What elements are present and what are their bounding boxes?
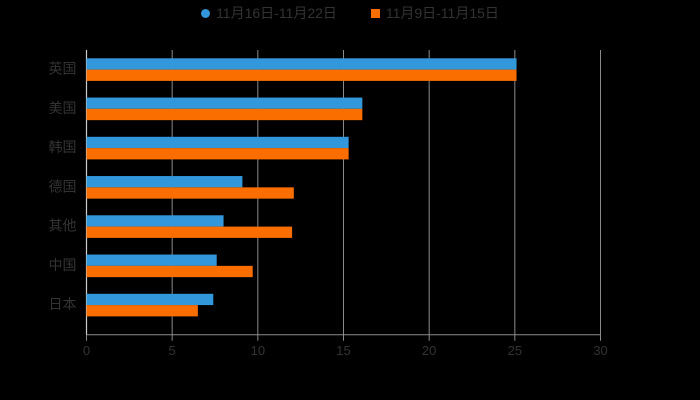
svg-text:15: 15: [336, 343, 350, 358]
svg-text:中国: 中国: [49, 257, 77, 273]
svg-text:德国: 德国: [49, 178, 77, 194]
svg-text:0: 0: [83, 343, 90, 358]
svg-text:10: 10: [251, 343, 265, 358]
svg-text:20: 20: [422, 343, 436, 358]
svg-text:美国: 美国: [49, 100, 77, 116]
svg-text:韩国: 韩国: [49, 139, 77, 155]
svg-text:5: 5: [169, 343, 176, 358]
svg-text:英国: 英国: [49, 61, 77, 77]
svg-text:30: 30: [593, 343, 607, 358]
svg-text:日本: 日本: [49, 296, 77, 312]
svg-text:25: 25: [508, 343, 522, 358]
svg-text:其他: 其他: [49, 218, 77, 234]
